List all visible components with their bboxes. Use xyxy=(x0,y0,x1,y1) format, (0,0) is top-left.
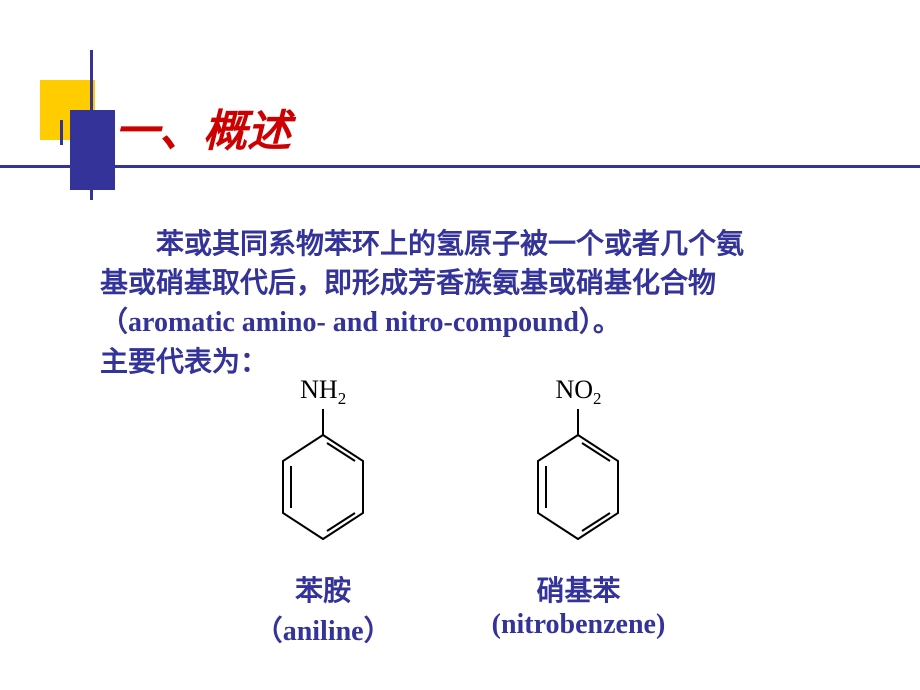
paren-close: ）。 xyxy=(579,307,621,338)
slide-title: 一、概述 xyxy=(115,95,291,159)
aniline-substituent: NH2 xyxy=(300,375,346,409)
nitrobenzene-structure: NO2 硝基苯 (nitrobenzene) xyxy=(492,375,666,649)
nitrobenzene-substituent: NO2 xyxy=(555,375,601,409)
compound-english: aromatic amino- and nitro-compound xyxy=(128,307,579,338)
aniline-sub2: 2 xyxy=(338,389,346,408)
body-paragraph: 苯或其同系物苯环上的氢原子被一个或者几个氨 基或硝基取代后，即形成芳香族氨基或硝… xyxy=(100,225,860,382)
aniline-label: 苯胺 （aniline） xyxy=(255,569,392,649)
aniline-paren-open: （ xyxy=(255,616,283,647)
nitro-sub2: 2 xyxy=(593,389,601,408)
vertical-line-long xyxy=(90,50,93,200)
aniline-paren-close: ） xyxy=(364,616,392,647)
nitrobenzene-name-en: (nitrobenzene) xyxy=(492,609,666,641)
aniline-ring xyxy=(268,409,378,559)
para-line3: （aromatic amino- and nitro-compound）。 xyxy=(100,303,860,342)
nitro-no: NO xyxy=(555,375,593,404)
aniline-name-en: aniline xyxy=(283,616,364,647)
aniline-structure: NH2 苯胺 （aniline） xyxy=(255,375,392,649)
para-line1: 苯或其同系物苯环上的氢原子被一个或者几个氨 xyxy=(100,225,860,264)
structures-row: NH2 苯胺 （aniline） NO2 xyxy=(0,375,920,649)
nitrobenzene-ring xyxy=(523,409,633,559)
horizontal-line xyxy=(0,165,920,168)
paren-open: （ xyxy=(100,307,128,338)
nitrobenzene-name-cn: 硝基苯 xyxy=(492,569,666,609)
aniline-name-cn: 苯胺 xyxy=(255,569,392,609)
nitrobenzene-label: 硝基苯 (nitrobenzene) xyxy=(492,569,666,641)
aniline-nh: NH xyxy=(300,375,338,404)
aniline-name-en-row: （aniline） xyxy=(255,609,392,649)
vertical-line-short xyxy=(60,120,63,145)
para-line2: 基或硝基取代后，即形成芳香族氨基或硝基化合物 xyxy=(100,264,860,303)
